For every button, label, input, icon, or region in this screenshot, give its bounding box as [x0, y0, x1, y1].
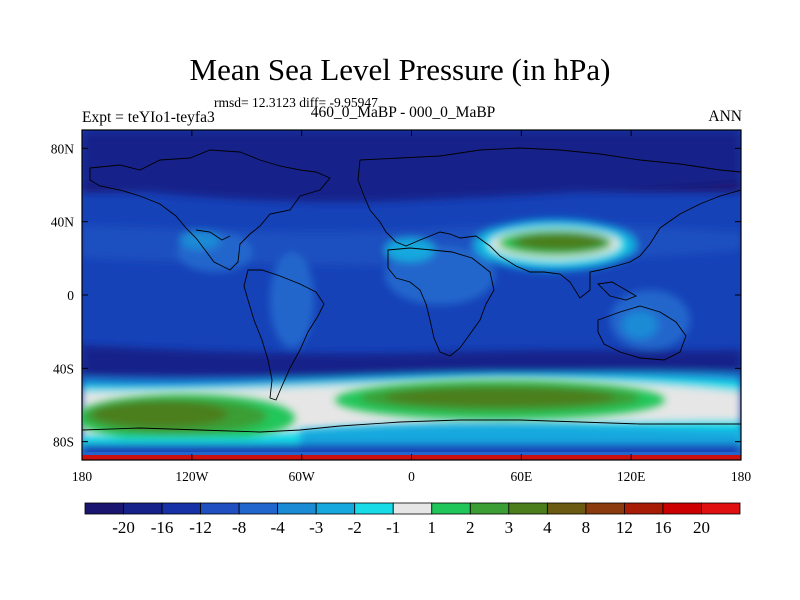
- colorbar-label: -16: [151, 518, 174, 537]
- colorbar-swatch: [161, 502, 201, 515]
- colorbar-swatch: [662, 502, 702, 515]
- colorbar-swatch: [546, 502, 587, 515]
- lon-label: 120W: [175, 469, 208, 484]
- lon-label: 120E: [617, 469, 646, 484]
- colorbar-label: 4: [543, 518, 552, 537]
- field-med-core: [385, 238, 435, 262]
- colorbar-label: 20: [693, 518, 710, 537]
- coast-africa: [387, 247, 495, 357]
- colorbar-swatch: [469, 502, 510, 515]
- colorbar-label: 1: [428, 518, 437, 537]
- colorbar-label: 3: [505, 518, 514, 537]
- field-antarctic-blue: [300, 423, 741, 448]
- lat-label: 80S: [53, 435, 74, 450]
- colorbar-swatch: [84, 502, 124, 515]
- colorbar-swatch: [585, 502, 625, 515]
- colorbar-label: -4: [271, 518, 286, 537]
- field-na-core: [180, 230, 220, 250]
- field-north-band: [82, 130, 741, 203]
- lat-label: 40N: [51, 215, 75, 230]
- coast-maritime: [597, 281, 638, 301]
- colorbar-label: -12: [189, 518, 212, 537]
- lat-label: 40S: [53, 361, 74, 376]
- colorbar-swatch: [624, 502, 664, 515]
- colorbar-label: -8: [232, 518, 246, 537]
- coast-south-america: [243, 269, 325, 401]
- lat-label: 80N: [51, 141, 75, 156]
- experiment-label: Expt = teYIo1-teyfa3: [82, 109, 215, 126]
- colorbar-label: -3: [309, 518, 323, 537]
- lon-label: 180: [731, 469, 752, 484]
- lon-label: 0: [408, 469, 415, 484]
- lon-label: 60E: [510, 469, 532, 484]
- pressure-field: [82, 130, 741, 460]
- coast-gulf: [195, 229, 231, 241]
- field-asia-olive: [516, 234, 604, 250]
- colorbar-label: 12: [616, 518, 633, 537]
- chart-title: Mean Sea Level Pressure (in hPa): [189, 52, 611, 87]
- colorbar-swatch: [508, 502, 548, 515]
- coastlines: [82, 147, 741, 433]
- season-label: ANN: [708, 108, 742, 125]
- field-shigh-e-olive: [385, 387, 615, 407]
- lon-label: 180: [72, 469, 93, 484]
- field-aus-core: [622, 311, 658, 339]
- lat-label: 0: [67, 288, 74, 303]
- colorbar-label: -20: [112, 518, 135, 537]
- chart-subtitle: 460_0_MaBP - 000_0_MaBP: [310, 104, 496, 121]
- stats-text: rmsd= 12.3123 diff= -9.95947: [214, 95, 378, 110]
- colorbar-swatch: [392, 502, 433, 515]
- colorbar-swatch: [200, 502, 240, 515]
- colorbar-label: -2: [348, 518, 362, 537]
- colorbar-swatch: [431, 502, 471, 515]
- colorbar-swatch: [238, 502, 279, 515]
- field-shigh-w-olive: [92, 401, 228, 427]
- lon-label: 60W: [289, 469, 316, 484]
- colorbar: -20 -16 -12 -8 -4 -3 -2 -1 1 2 3 4 8 12 16 20: [84, 502, 741, 537]
- colorbar-swatch: [354, 502, 394, 515]
- field-south-low: [82, 345, 741, 377]
- colorbar-swatch: [315, 502, 356, 515]
- coast-australia: [597, 305, 687, 361]
- coast-eurasia: [357, 147, 741, 299]
- colorbar-swatch: [277, 502, 317, 515]
- coast-north-america: [89, 149, 331, 271]
- axis-ticks: 80N 40N 0 40S 80S 180 120W 60W 0 60E 120E 180: [51, 130, 752, 484]
- colorbar-label: 2: [466, 518, 475, 537]
- colorbar-label: 16: [654, 518, 671, 537]
- colorbar-label: 8: [582, 518, 591, 537]
- colorbar-label: -1: [386, 518, 400, 537]
- colorbar-swatch: [701, 502, 741, 515]
- coast-antarctica: [82, 419, 741, 433]
- colorbar-swatch: [123, 502, 163, 515]
